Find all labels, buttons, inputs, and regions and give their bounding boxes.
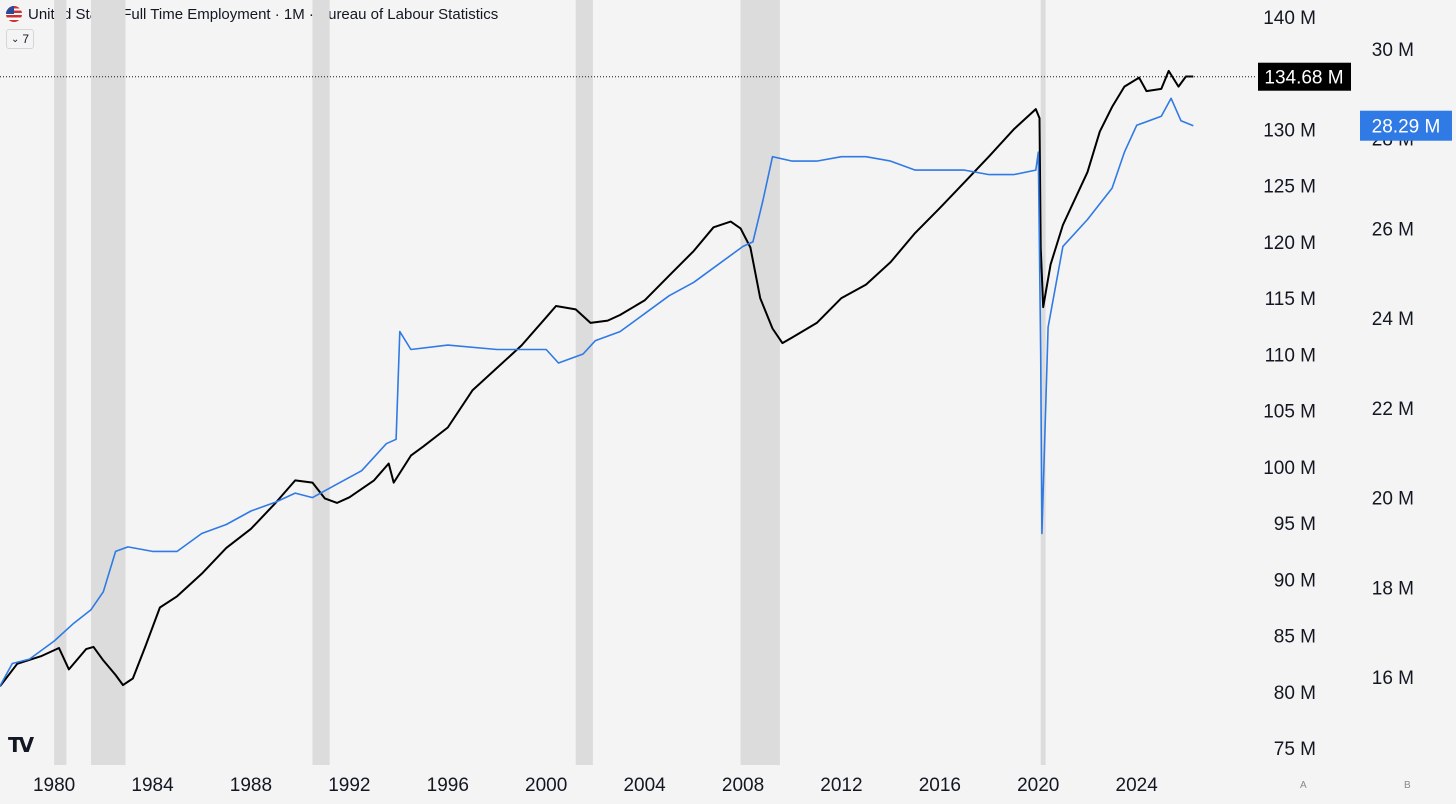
series-line-secondary <box>0 97 1194 687</box>
x-axis-tick-label: 1984 <box>131 775 174 796</box>
left-axis-tick-label: 100 M <box>1263 458 1316 479</box>
left-axis-tick-label: 75 M <box>1274 739 1316 760</box>
left-axis-tick-label: 130 M <box>1263 120 1316 141</box>
right-axis-tick-label: 24 M <box>1372 309 1414 330</box>
x-axis-tick-label: 2008 <box>722 775 764 796</box>
x-axis-tick-label: 1988 <box>230 775 272 796</box>
x-axis-tick-label: 2020 <box>1017 775 1059 796</box>
chart-title: United States Full Time Employment · 1M … <box>28 5 499 23</box>
right-axis-tick-label: 30 M <box>1372 40 1414 61</box>
us-flag-icon <box>6 6 22 22</box>
collapse-indicators-button[interactable]: ⌄ 7 <box>6 29 35 49</box>
right-axis-tick-label: 18 M <box>1372 578 1414 599</box>
left-axis-tick-label: 95 M <box>1274 514 1316 535</box>
x-axis-tick-label: 2016 <box>919 775 961 796</box>
left-axis-tick-label: 90 M <box>1274 570 1316 591</box>
left-axis-tick-label: 120 M <box>1263 233 1316 254</box>
right-axis-tick-label: 22 M <box>1372 399 1414 420</box>
left-axis-tick-label: 110 M <box>1265 345 1316 366</box>
last-value-badge-secondary <box>1360 110 1452 141</box>
x-axis-tick-label: 2012 <box>820 775 862 796</box>
last-value-label-primary: 134.68 M <box>1264 68 1343 89</box>
x-axis-tick-label: 2004 <box>623 775 666 796</box>
left-axis-tick-label: 125 M <box>1263 177 1316 198</box>
x-axis-tick-label: 1992 <box>328 775 370 796</box>
series-line-full-time-employment <box>0 69 1194 687</box>
last-value-badge-primary <box>1258 62 1351 91</box>
x-axis-tick-label: 2024 <box>1116 775 1159 796</box>
left-axis-tick-label: 105 M <box>1263 402 1316 423</box>
recession-band <box>575 0 593 765</box>
collapse-count: 7 <box>22 32 30 46</box>
recession-band <box>91 0 126 765</box>
left-axis-tick-label: 140 M <box>1263 8 1316 29</box>
last-value-label-secondary: 28.29 M <box>1372 117 1441 138</box>
left-axis-tick-label: 80 M <box>1274 683 1316 704</box>
right-axis-tick-label: 26 M <box>1372 219 1414 240</box>
left-axis-tick-label: 85 M <box>1274 627 1316 648</box>
x-axis-tick-label: 1996 <box>427 775 469 796</box>
axis-b-label[interactable]: B <box>1404 780 1411 791</box>
recession-band <box>740 0 780 765</box>
right-axis-tick-label: 16 M <box>1372 668 1414 689</box>
x-axis-tick-label: 2000 <box>525 775 567 796</box>
chart-header: United States Full Time Employment · 1M … <box>6 5 498 23</box>
right-axis-tick-label: 20 M <box>1372 489 1414 510</box>
left-axis-tick-label: 115 M <box>1265 289 1316 310</box>
x-axis-tick-label: 1980 <box>33 775 75 796</box>
tradingview-logo: TV <box>8 733 34 757</box>
axis-a-label[interactable]: A <box>1300 780 1307 791</box>
recession-band <box>1040 0 1046 765</box>
chevron-down-icon: ⌄ <box>11 33 20 45</box>
recession-band <box>312 0 330 765</box>
recession-band <box>54 0 67 765</box>
